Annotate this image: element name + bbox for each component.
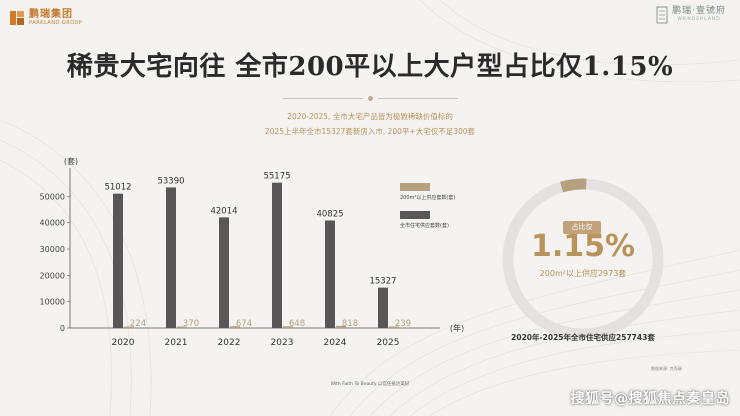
- bar-large-units-label: 648: [289, 319, 305, 329]
- ring-note: 200m²以上供应2973套: [539, 269, 627, 278]
- bar-large-units-label: 224: [130, 319, 146, 329]
- legend-swatch-large-units: [400, 183, 430, 191]
- x-tick-label: 2020: [112, 338, 135, 348]
- ring-badge: 占比仅: [563, 221, 601, 234]
- data-source: 数据来源: 克而瑞: [651, 366, 682, 371]
- legend-item-large-units: 200m²以上供应套数(套): [400, 183, 520, 201]
- x-axis-label: (年): [450, 323, 464, 333]
- bar-total-units-label: 51012: [104, 183, 131, 193]
- parkland-logo-icon: [10, 11, 24, 25]
- y-tick-label: 30000: [40, 245, 65, 254]
- bar-large-units-label: 674: [236, 319, 252, 329]
- watermark: 搜狐号@搜狐焦点秦皇岛: [570, 391, 730, 407]
- page-title: 稀贵大宅向往 全市200平以上大户型占比仅1.15%: [66, 52, 674, 82]
- x-tick-label: 2023: [271, 338, 294, 348]
- bar-large-units-label: 818: [342, 319, 358, 329]
- y-axis-label: (套): [64, 156, 78, 166]
- bar-large-units: [336, 325, 346, 328]
- x-tick-label: 2021: [165, 338, 188, 348]
- bar-large-units: [177, 326, 187, 328]
- bar-large-units: [124, 326, 134, 328]
- ring-accent-arc: [560, 178, 587, 193]
- bar-large-units: [230, 326, 240, 328]
- wonderland-logo-icon: [656, 6, 668, 24]
- bar-total-units: [378, 287, 388, 328]
- brand-right-name-en: WONDERLAND: [677, 17, 721, 23]
- divider-dot: [368, 96, 373, 101]
- bar-large-units: [283, 326, 293, 328]
- bar-total-units-label: 53390: [157, 176, 184, 186]
- bar-total-units: [272, 182, 282, 328]
- divider-right: [378, 98, 458, 99]
- bar-total-units: [113, 193, 123, 328]
- y-tick-label: 40000: [40, 219, 65, 228]
- bar-total-units-label: 42014: [210, 206, 237, 216]
- legend-swatch-total-units: [400, 211, 430, 219]
- y-tick-label: 50000: [40, 192, 65, 201]
- x-tick-label: 2022: [218, 338, 241, 348]
- brand-logo-left: 鹏瑞集团 PARKLAND GROUP: [10, 10, 82, 26]
- subtitle-line-1: 2020-2025, 全市大宅产品皆为极致稀缺价值标的: [287, 112, 453, 121]
- y-tick-label: 10000: [40, 298, 65, 307]
- bar-large-units-label: 239: [395, 319, 411, 329]
- y-tick-label: 0: [60, 324, 65, 333]
- bar-total-units-label: 40825: [316, 209, 343, 219]
- ring-caption: 2020年-2025年全市住宅供应257743套: [511, 333, 655, 342]
- brand-right-name: 鹏瑞·壹號府: [672, 6, 726, 17]
- brand-left-name-en: PARKLAND GROUP: [29, 20, 83, 26]
- legend-label-large-units: 200m²以上供应套数(套): [400, 195, 456, 201]
- bar-large-units-label: 370: [183, 319, 199, 329]
- brand-logo-right: 鹏瑞·壹號府 WONDERLAND: [656, 6, 726, 24]
- legend-item-total-units: 全市住宅供应套数(套): [400, 211, 520, 229]
- x-tick-label: 2024: [324, 338, 347, 348]
- x-tick-label: 2025: [377, 338, 400, 348]
- subtitle-line-2: 2025上半年全市15327套新房入市, 200平+大宅仅不足300套: [264, 127, 476, 136]
- bar-total-units-label: 55175: [263, 172, 290, 182]
- bar-total-units-label: 15327: [369, 277, 396, 287]
- bar-total-units: [325, 220, 335, 328]
- footer-tagline: With Faith To Beauty 以信任抵达美好: [330, 382, 410, 387]
- divider-left: [283, 98, 363, 99]
- y-tick-label: 20000: [40, 271, 65, 280]
- legend-label-total-units: 全市住宅供应套数(套): [400, 223, 449, 229]
- ring-value: 1.15%: [530, 229, 636, 264]
- bar-total-units: [166, 187, 176, 328]
- bar-total-units: [219, 217, 229, 328]
- brand-left-name: 鹏瑞集团: [29, 9, 73, 20]
- bar-large-units: [389, 326, 399, 328]
